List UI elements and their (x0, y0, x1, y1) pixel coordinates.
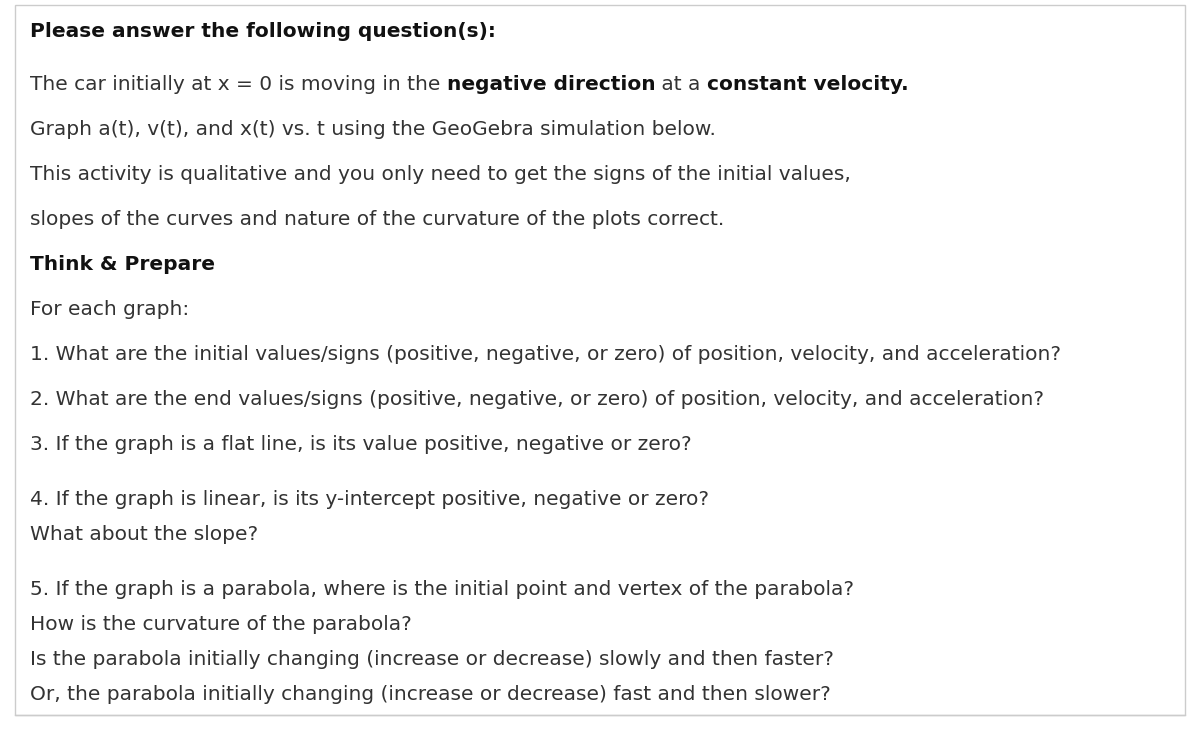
Text: 5. If the graph is a parabola, where is the initial point and vertex of the para: 5. If the graph is a parabola, where is … (30, 580, 854, 599)
Text: 2. What are the end values/signs (positive, negative, or zero) of position, velo: 2. What are the end values/signs (positi… (30, 390, 1044, 409)
Text: at a: at a (655, 75, 707, 94)
Text: How is the curvature of the parabola?: How is the curvature of the parabola? (30, 615, 412, 634)
Text: 3. If the graph is a flat line, is its value positive, negative or zero?: 3. If the graph is a flat line, is its v… (30, 435, 691, 454)
Text: This activity is qualitative and you only need to get the signs of the initial v: This activity is qualitative and you onl… (30, 165, 851, 184)
Text: Graph a(t), v(t), and x(t) vs. t using the GeoGebra simulation below.: Graph a(t), v(t), and x(t) vs. t using t… (30, 120, 716, 139)
Text: Please answer the following question(s):: Please answer the following question(s): (30, 22, 496, 41)
Text: What about the slope?: What about the slope? (30, 525, 258, 544)
Text: The car initially at x = 0 is moving in the: The car initially at x = 0 is moving in … (30, 75, 446, 94)
Text: Is the parabola initially changing (increase or decrease) slowly and then faster: Is the parabola initially changing (incr… (30, 650, 834, 669)
Text: For each graph:: For each graph: (30, 300, 190, 319)
Text: Or, the parabola initially changing (increase or decrease) fast and then slower?: Or, the parabola initially changing (inc… (30, 685, 830, 704)
Text: constant velocity.: constant velocity. (707, 75, 908, 94)
Text: 1. What are the initial values/signs (positive, negative, or zero) of position, : 1. What are the initial values/signs (po… (30, 345, 1061, 364)
Text: 4. If the graph is linear, is its y-intercept positive, negative or zero?: 4. If the graph is linear, is its y-inte… (30, 490, 709, 509)
Text: Think & Prepare: Think & Prepare (30, 255, 215, 274)
Text: negative direction: negative direction (446, 75, 655, 94)
Text: slopes of the curves and nature of the curvature of the plots correct.: slopes of the curves and nature of the c… (30, 210, 725, 229)
